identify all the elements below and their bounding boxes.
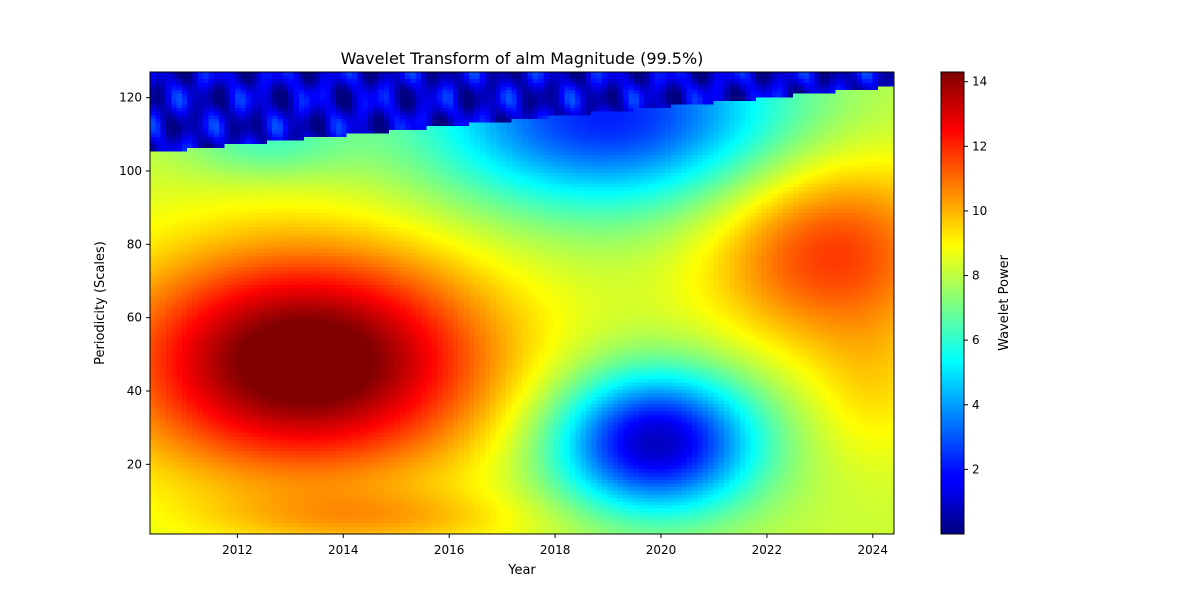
colorbar-tick-label: 12 xyxy=(972,139,987,153)
y-tick-label: 60 xyxy=(127,311,142,325)
colorbar-tick-label: 14 xyxy=(972,75,987,89)
colorbar-tick-label: 10 xyxy=(972,204,987,218)
colorbar-tick-label: 8 xyxy=(972,269,980,283)
y-tick-label: 120 xyxy=(119,91,142,105)
y-tick-label: 100 xyxy=(119,164,142,178)
colorbar-tick-label: 2 xyxy=(972,462,980,476)
y-tick-label: 80 xyxy=(127,237,142,251)
x-tick-label: 2022 xyxy=(752,543,783,557)
y-axis-label: Periodicity (Scales) xyxy=(93,241,108,365)
colorbar-tick-label: 4 xyxy=(972,398,980,412)
x-axis-label: Year xyxy=(507,563,536,578)
x-tick-label: 2024 xyxy=(858,543,889,557)
x-tick-label: 2012 xyxy=(222,543,253,557)
x-tick-label: 2018 xyxy=(540,543,571,557)
plot-frame xyxy=(149,71,895,535)
colorbar-ticks: 2 4 6 8 10 12 14 xyxy=(964,75,987,476)
colorbar-gradient xyxy=(940,71,965,535)
heatmap-image xyxy=(150,72,894,534)
colorbar: 2 4 6 8 10 12 14 Wavelet Power xyxy=(940,71,1012,535)
x-axis: 2012 2014 2016 2018 2020 2022 2024 xyxy=(222,534,888,557)
x-tick-label: 2020 xyxy=(646,543,677,557)
heatmap-area xyxy=(149,71,895,535)
colorbar-tick-label: 6 xyxy=(972,333,980,347)
y-axis: 20 40 60 80 100 120 xyxy=(119,91,150,471)
y-tick-label: 20 xyxy=(127,457,142,471)
x-tick-label: 2016 xyxy=(434,543,465,557)
y-tick-label: 40 xyxy=(127,384,142,398)
chart-title: Wavelet Transform of alm Magnitude (99.5… xyxy=(341,49,704,68)
x-tick-label: 2014 xyxy=(328,543,359,557)
colorbar-label: Wavelet Power xyxy=(997,254,1012,350)
